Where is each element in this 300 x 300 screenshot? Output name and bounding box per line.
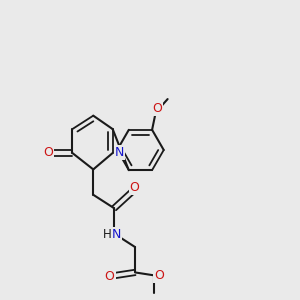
Text: O: O	[154, 269, 164, 282]
Text: O: O	[105, 269, 115, 283]
Text: H: H	[103, 228, 112, 241]
Text: O: O	[43, 146, 53, 160]
Text: O: O	[152, 102, 162, 116]
Text: N: N	[115, 146, 124, 159]
Text: N: N	[112, 228, 121, 241]
Text: O: O	[130, 181, 140, 194]
